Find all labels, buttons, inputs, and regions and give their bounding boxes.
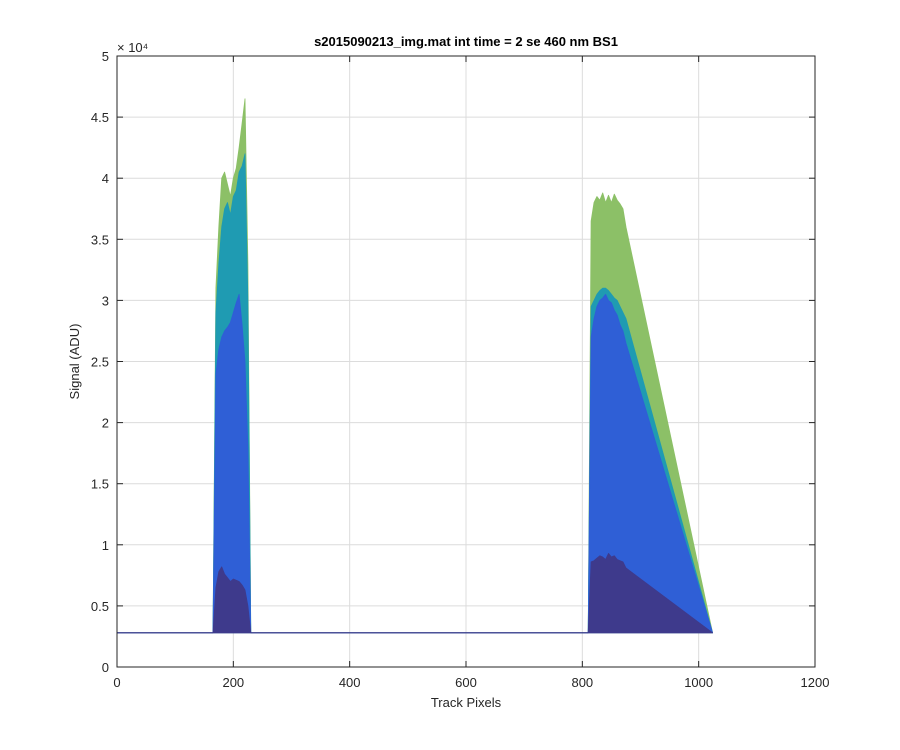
- x-tick-label: 1200: [801, 675, 830, 690]
- ticks: [116, 55, 816, 668]
- y-tick-label: 2.5: [91, 355, 109, 370]
- y-tick-label: 4: [102, 171, 109, 186]
- x-tick-label: 400: [339, 675, 361, 690]
- x-tick-label: 1000: [684, 675, 713, 690]
- y-tick-label: 4.5: [91, 110, 109, 125]
- y-axis-label: Signal (ADU): [67, 324, 82, 400]
- y-exponent-label: × 10⁴: [117, 40, 148, 55]
- y-tick-label: 0.5: [91, 599, 109, 614]
- y-tick-label: 2: [102, 416, 109, 431]
- y-tick-label: 3.5: [91, 232, 109, 247]
- y-tick-label: 3: [102, 293, 109, 308]
- y-tick-label: 1: [102, 538, 109, 553]
- series-area: [116, 553, 714, 634]
- chart-title: s2015090213_img.mat int time = 2 se 460 …: [314, 34, 618, 49]
- x-axis-label: Track Pixels: [431, 695, 502, 710]
- x-tick-label: 200: [222, 675, 244, 690]
- y-tick-label: 5: [102, 49, 109, 64]
- tick-labels: 0 200 400 600 800 1000 1200 0 0.5 1 1.5 2 2.5 3 3.5 4 4.…: [91, 49, 830, 690]
- x-tick-label: 600: [455, 675, 477, 690]
- x-tick-label: 800: [571, 675, 593, 690]
- series-layer: [116, 98, 714, 634]
- y-tick-label: 1.5: [91, 477, 109, 492]
- y-tick-label: 0: [102, 660, 109, 675]
- x-tick-label: 0: [113, 675, 120, 690]
